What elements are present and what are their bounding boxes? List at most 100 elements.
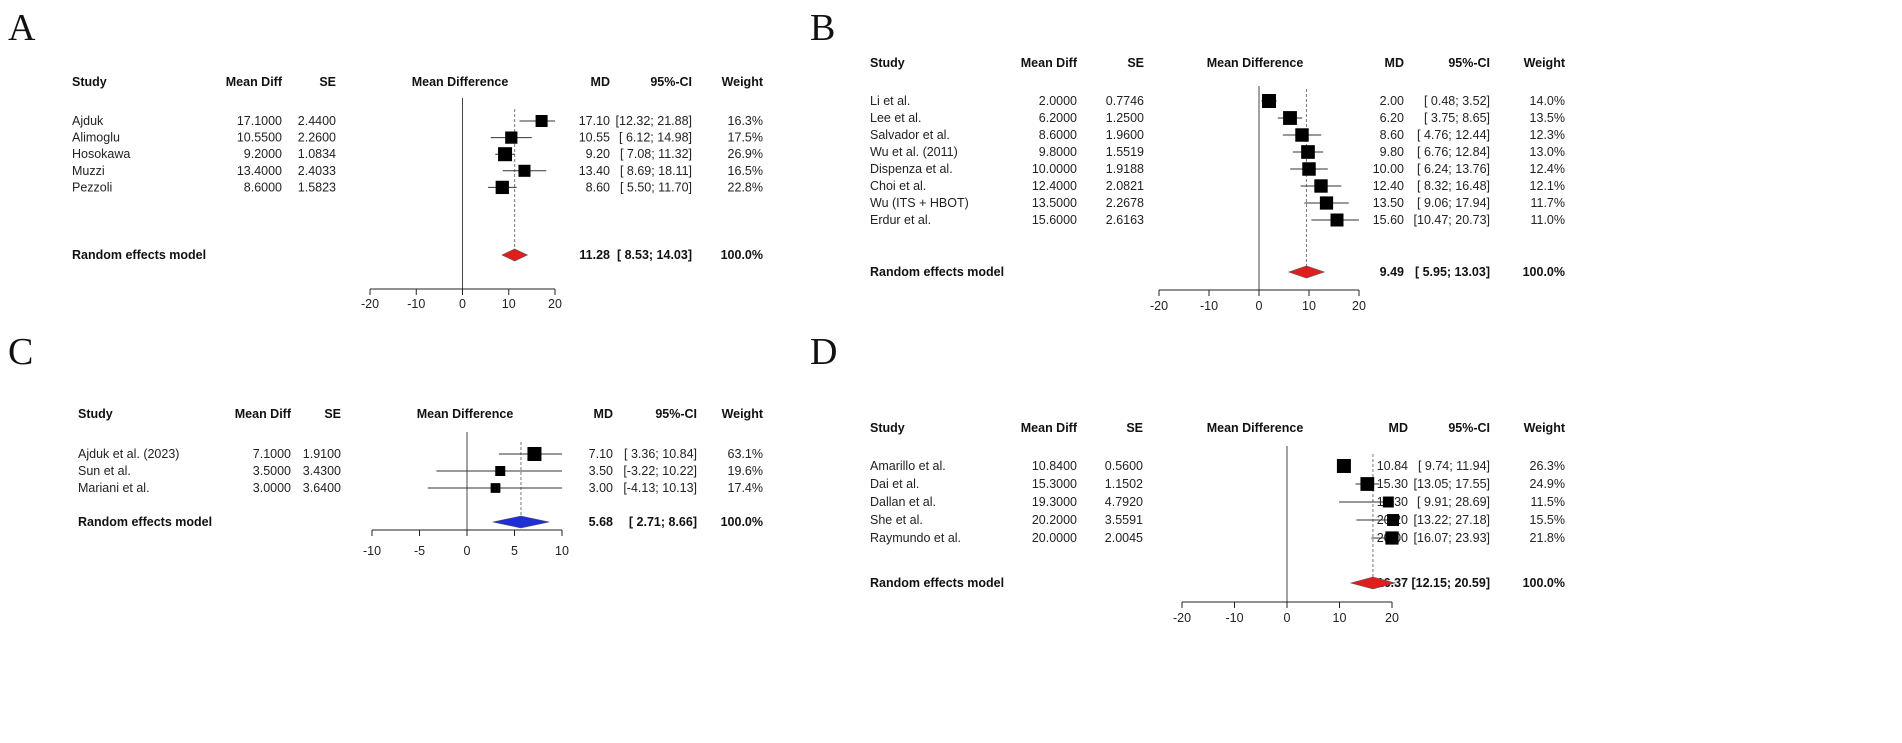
study-se: 2.2678 (1106, 196, 1144, 210)
study-mean-diff: 10.8400 (1032, 459, 1077, 473)
study-weight: 17.5% (728, 131, 763, 145)
header-md: MD (591, 75, 610, 89)
study-mean-diff: 13.5000 (1032, 196, 1077, 210)
study-weight: 26.9% (728, 147, 763, 161)
x-tick-label: -10 (363, 544, 381, 558)
effect-square (495, 180, 509, 195)
study-ci: [ 7.08; 11.32] (620, 147, 692, 161)
study-se: 3.5591 (1105, 513, 1143, 527)
pooled-label: Random effects model (870, 576, 1004, 590)
header-md: MD (594, 407, 613, 421)
effect-square (518, 164, 531, 177)
study-mean-diff: 8.6000 (1039, 128, 1077, 142)
study-weight: 15.5% (1530, 513, 1565, 527)
study-ci: [ 3.75; 8.65] (1424, 111, 1490, 125)
header-mean-difference: Mean Difference (1207, 56, 1304, 70)
study-ci: [ 6.12; 14.98] (619, 131, 692, 145)
study-se: 1.5823 (298, 180, 336, 194)
effect-square (1330, 213, 1344, 227)
study-mean-diff: 6.2000 (1039, 111, 1077, 125)
study-md: 12.40 (1373, 179, 1404, 193)
study-se: 4.7920 (1105, 495, 1143, 509)
study-mean-diff: 8.6000 (244, 180, 282, 194)
study-md: 10.00 (1373, 162, 1404, 176)
study-se: 1.1502 (1105, 477, 1143, 491)
effect-square (1295, 128, 1309, 142)
x-tick-label: -5 (414, 544, 425, 558)
study-ci: [ 0.48; 3.52] (1424, 94, 1490, 108)
header-weight: Weight (1524, 421, 1566, 435)
study-weight: 63.1% (728, 447, 763, 461)
study-name: Hosokawa (72, 147, 130, 161)
pooled-diamond (501, 248, 529, 262)
x-tick-label: 0 (464, 544, 471, 558)
study-mean-diff: 2.0000 (1039, 94, 1077, 108)
study-md: 15.30 (1377, 477, 1408, 491)
study-md: 17.10 (579, 114, 610, 128)
study-md: 8.60 (1380, 128, 1404, 142)
study-ci: [ 6.24; 13.76] (1417, 162, 1490, 176)
effect-square (1301, 145, 1315, 159)
study-se: 1.5519 (1106, 145, 1144, 159)
header-mean-diff: Mean Diff (226, 75, 283, 89)
x-tick-label: 20 (548, 297, 562, 311)
x-tick-label: 10 (1333, 611, 1347, 625)
x-tick-label: -10 (1225, 611, 1243, 625)
study-mean-diff: 10.0000 (1032, 162, 1077, 176)
study-name: Dallan et al. (870, 495, 936, 509)
study-se: 0.5600 (1105, 459, 1143, 473)
study-se: 3.4300 (303, 464, 341, 478)
pooled-ci: [12.15; 20.59] (1411, 576, 1490, 590)
study-weight: 17.4% (728, 481, 763, 495)
study-ci: [ 9.06; 17.94] (1417, 196, 1490, 210)
pooled-md: 9.49 (1380, 265, 1404, 279)
header-md: MD (1389, 421, 1408, 435)
study-weight: 11.5% (1530, 495, 1565, 509)
forest-panel-d: D Study Mean Diff SE Mean Difference MD 95%-CI… (810, 331, 1566, 625)
effect-square (1360, 477, 1375, 491)
forest-panel-b: B Study Mean Diff SE Mean Difference MD 95%-CI… (810, 7, 1566, 313)
effect-square (1385, 531, 1399, 545)
study-md: 9.20 (586, 147, 610, 161)
study-name: Wu (ITS + HBOT) (870, 196, 969, 210)
study-name: Raymundo et al. (870, 531, 961, 545)
study-ci: [-3.22; 10.22] (623, 464, 697, 478)
header-md: MD (1385, 56, 1404, 70)
study-weight: 13.5% (1530, 111, 1565, 125)
study-name: Wu et al. (2011) (870, 145, 958, 159)
panel-label: C (8, 331, 33, 373)
study-ci: [10.47; 20.73] (1414, 213, 1490, 227)
pooled-label: Random effects model (72, 248, 206, 262)
header-weight: Weight (722, 407, 764, 421)
x-tick-label: 0 (459, 297, 466, 311)
pooled-md: 11.28 (579, 248, 610, 262)
effect-square (535, 114, 548, 128)
study-md: 10.55 (579, 131, 610, 145)
header-mean-difference: Mean Difference (412, 75, 509, 89)
study-ci: [ 9.74; 11.94] (1418, 459, 1490, 473)
header-weight: Weight (722, 75, 764, 89)
effect-square (1302, 162, 1316, 176)
effect-square (1283, 111, 1297, 125)
effect-square (505, 131, 518, 144)
study-se: 2.0045 (1105, 531, 1143, 545)
study-weight: 12.3% (1530, 128, 1565, 142)
effect-square (527, 447, 542, 461)
study-name: Choi et al. (870, 179, 926, 193)
header-mean-difference: Mean Difference (417, 407, 514, 421)
header-ci: 95%-CI (650, 75, 692, 89)
x-tick-label: -20 (1150, 299, 1168, 313)
header-se: SE (1126, 421, 1143, 435)
study-name: Li et al. (870, 94, 910, 108)
study-ci: [12.32; 21.88] (616, 114, 692, 128)
x-tick-label: -20 (1173, 611, 1191, 625)
study-name: Sun et al. (78, 464, 131, 478)
study-name: She et al. (870, 513, 923, 527)
study-ci: [13.22; 27.18] (1414, 513, 1490, 527)
study-mean-diff: 12.4000 (1032, 179, 1077, 193)
study-name: Muzzi (72, 164, 105, 178)
header-study: Study (870, 56, 905, 70)
forest-panel-a: A Study Mean Diff SE Mean Difference MD 95%-CI… (8, 7, 764, 311)
study-weight: 11.0% (1530, 213, 1565, 227)
header-ci: 95%-CI (1448, 421, 1490, 435)
